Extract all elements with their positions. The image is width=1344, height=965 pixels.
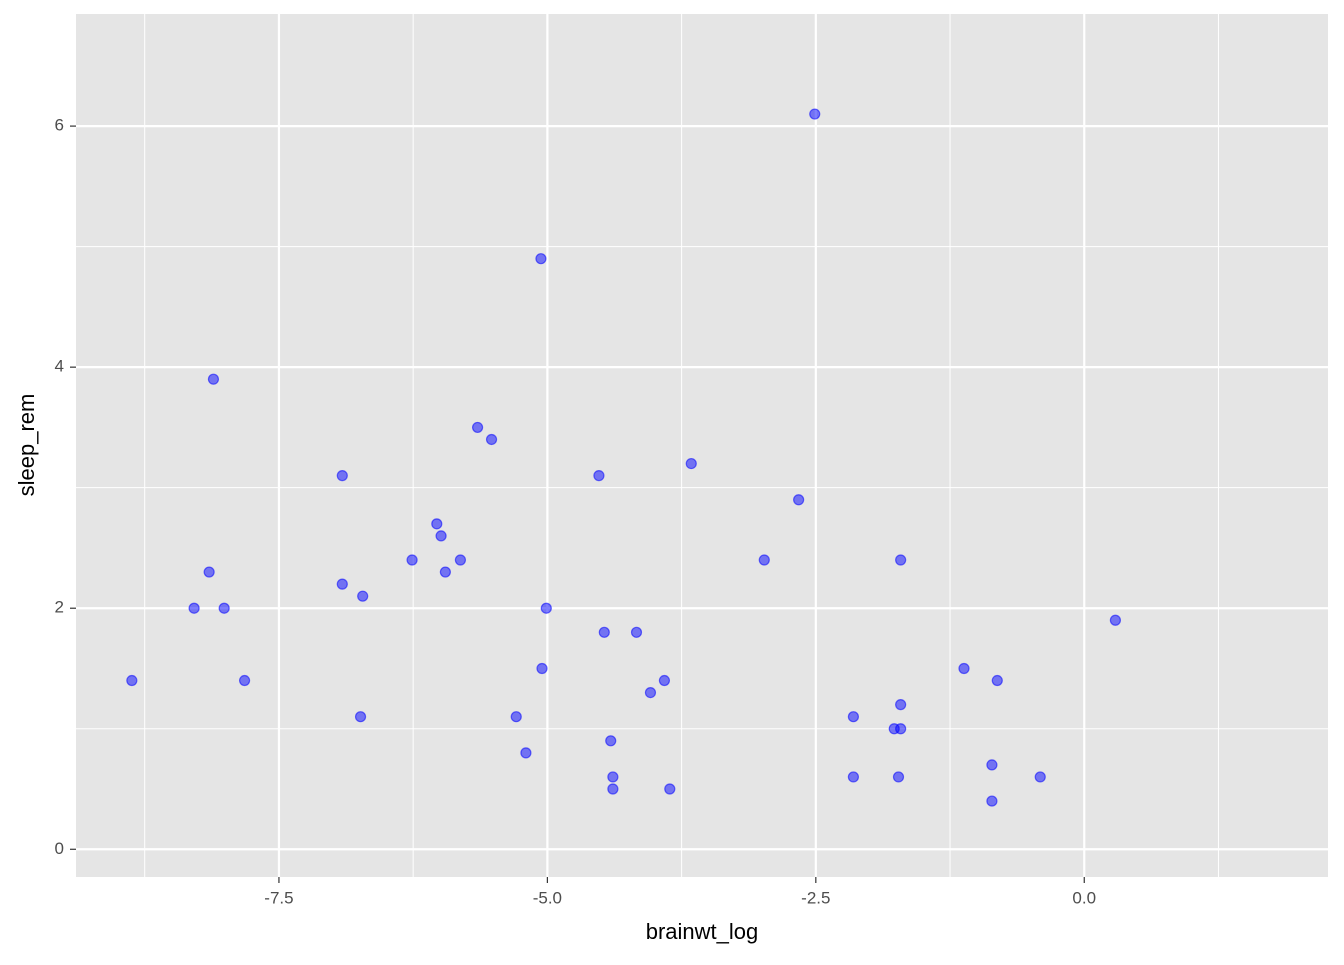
point — [188, 602, 200, 614]
point — [986, 759, 998, 771]
x-tick-label: -7.5 — [264, 888, 293, 907]
point — [207, 373, 220, 385]
point — [203, 566, 215, 578]
point — [895, 554, 907, 566]
point — [336, 578, 348, 590]
point — [895, 723, 907, 735]
x-axis-title: brainwt_log — [646, 919, 759, 944]
panel — [76, 14, 1328, 877]
point — [406, 554, 418, 566]
point — [218, 602, 230, 614]
point — [540, 602, 552, 614]
point — [793, 494, 805, 506]
point — [520, 747, 532, 759]
point — [238, 674, 251, 687]
point — [847, 711, 859, 723]
y-tick-label: 0 — [55, 839, 64, 858]
point — [431, 518, 443, 530]
point — [536, 662, 548, 675]
point — [607, 783, 619, 795]
y-tick-label: 6 — [55, 116, 64, 135]
point — [535, 253, 547, 265]
y-axis-title: sleep_rem — [14, 394, 39, 497]
point — [1109, 614, 1121, 626]
point — [1034, 771, 1046, 783]
y-tick-label: 2 — [55, 598, 64, 617]
point — [471, 421, 484, 434]
point — [986, 795, 998, 807]
point — [958, 662, 970, 675]
point — [895, 699, 907, 711]
point — [892, 771, 905, 783]
point — [454, 554, 467, 566]
point — [510, 711, 522, 723]
point — [126, 674, 138, 687]
x-tick-label: -2.5 — [801, 888, 830, 907]
point — [598, 626, 610, 638]
point — [685, 457, 697, 470]
point — [336, 470, 348, 482]
point — [758, 554, 770, 566]
point — [664, 783, 676, 795]
point — [485, 433, 498, 446]
point — [809, 108, 821, 120]
point — [607, 771, 619, 783]
point — [991, 674, 1003, 687]
point — [605, 735, 617, 747]
point — [435, 530, 447, 542]
point — [354, 711, 367, 723]
point — [630, 626, 643, 638]
point — [658, 674, 671, 687]
point — [593, 470, 605, 482]
point — [847, 771, 859, 783]
point — [357, 590, 369, 602]
point — [439, 566, 451, 578]
x-tick-label: -5.0 — [533, 888, 562, 907]
y-tick-label: 4 — [55, 357, 64, 376]
point — [644, 686, 657, 699]
x-tick-label: 0.0 — [1072, 888, 1096, 907]
